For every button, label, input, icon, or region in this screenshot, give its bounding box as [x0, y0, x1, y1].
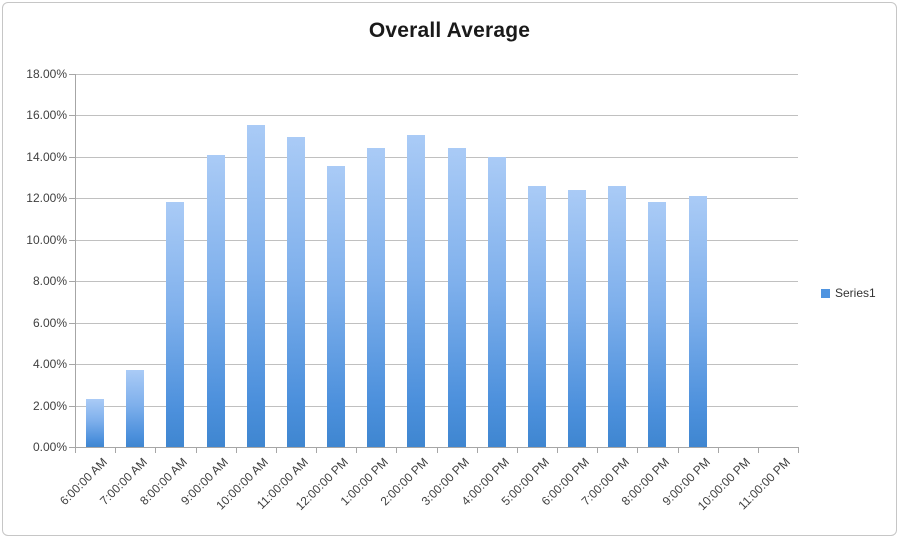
- y-axis-tick: [69, 115, 75, 116]
- x-axis-tick: [437, 447, 438, 453]
- bar-6:00:00 PM[interactable]: [568, 190, 586, 447]
- bar-12:00:00 PM[interactable]: [327, 166, 345, 447]
- bar-5:00:00 PM[interactable]: [528, 186, 546, 447]
- y-axis-label: 8.00%: [32, 274, 67, 288]
- x-axis-tick: [115, 447, 116, 453]
- x-axis-tick: [316, 447, 317, 453]
- bar-7:00:00 AM[interactable]: [126, 370, 144, 447]
- x-axis-tick: [196, 447, 197, 453]
- bar-9:00:00 PM[interactable]: [689, 196, 707, 447]
- gridline-16.00%: [75, 115, 798, 116]
- bar-8:00:00 PM[interactable]: [648, 202, 666, 447]
- x-axis-tick: [718, 447, 719, 453]
- y-axis-tick: [69, 74, 75, 75]
- y-axis-label: 0.00%: [32, 440, 67, 454]
- x-axis-tick: [597, 447, 598, 453]
- x-axis-tick: [276, 447, 277, 453]
- gridline-8.00%: [75, 281, 798, 282]
- y-axis-tick: [69, 240, 75, 241]
- x-axis-tick: [477, 447, 478, 453]
- bar-10:00:00 AM[interactable]: [247, 125, 265, 447]
- bar-8:00:00 AM[interactable]: [166, 202, 184, 447]
- x-axis-tick: [557, 447, 558, 453]
- y-axis-line: [75, 74, 76, 448]
- plot-area: 0.00% 2.00% 4.00% 6.00% 8.00% 10.00% 12.00% 14.…: [3, 3, 899, 541]
- y-axis-label: 12.00%: [26, 191, 67, 205]
- y-axis-label: 4.00%: [32, 357, 67, 371]
- x-axis-tick: [517, 447, 518, 453]
- legend[interactable]: Series1: [821, 286, 876, 300]
- bar-7:00:00 PM[interactable]: [608, 186, 626, 447]
- bar-1:00:00 PM[interactable]: [367, 148, 385, 447]
- x-axis-tick: [798, 447, 799, 453]
- y-axis-label: 14.00%: [26, 150, 67, 164]
- y-axis-label: 16.00%: [26, 108, 67, 122]
- x-axis-tick: [758, 447, 759, 453]
- y-axis-tick: [69, 157, 75, 158]
- bar-3:00:00 PM[interactable]: [448, 148, 466, 447]
- x-axis-tick: [236, 447, 237, 453]
- x-axis-tick: [75, 447, 76, 453]
- gridline-10.00%: [75, 240, 798, 241]
- legend-series1-label: Series1: [835, 286, 876, 300]
- gridline-2.00%: [75, 406, 798, 407]
- y-axis-tick: [69, 198, 75, 199]
- gridline-18.00%: [75, 74, 798, 75]
- x-axis-tick: [155, 447, 156, 453]
- y-axis-tick: [69, 406, 75, 407]
- bar-4:00:00 PM[interactable]: [488, 157, 506, 447]
- gridline-14.00%: [75, 157, 798, 158]
- y-axis-label: 6.00%: [32, 316, 67, 330]
- x-axis-tick: [637, 447, 638, 453]
- y-axis-tick: [69, 447, 75, 448]
- gridline-6.00%: [75, 323, 798, 324]
- y-axis-label: 10.00%: [26, 233, 67, 247]
- x-axis-tick: [678, 447, 679, 453]
- y-axis-tick: [69, 281, 75, 282]
- x-axis-tick: [356, 447, 357, 453]
- chart-title: Overall Average: [368, 19, 531, 42]
- y-axis-tick: [69, 323, 75, 324]
- bar-6:00:00 AM[interactable]: [86, 399, 104, 447]
- bar-11:00:00 AM[interactable]: [287, 137, 305, 447]
- y-axis-label: 18.00%: [26, 67, 67, 81]
- gridline-4.00%: [75, 364, 798, 365]
- gridline-12.00%: [75, 198, 798, 199]
- legend-series1-marker-icon: [821, 288, 830, 298]
- x-axis-tick: [396, 447, 397, 453]
- bar-9:00:00 AM[interactable]: [207, 155, 225, 447]
- y-axis-tick: [69, 364, 75, 365]
- y-axis-label: 2.00%: [32, 399, 67, 413]
- bar-2:00:00 PM[interactable]: [407, 135, 425, 447]
